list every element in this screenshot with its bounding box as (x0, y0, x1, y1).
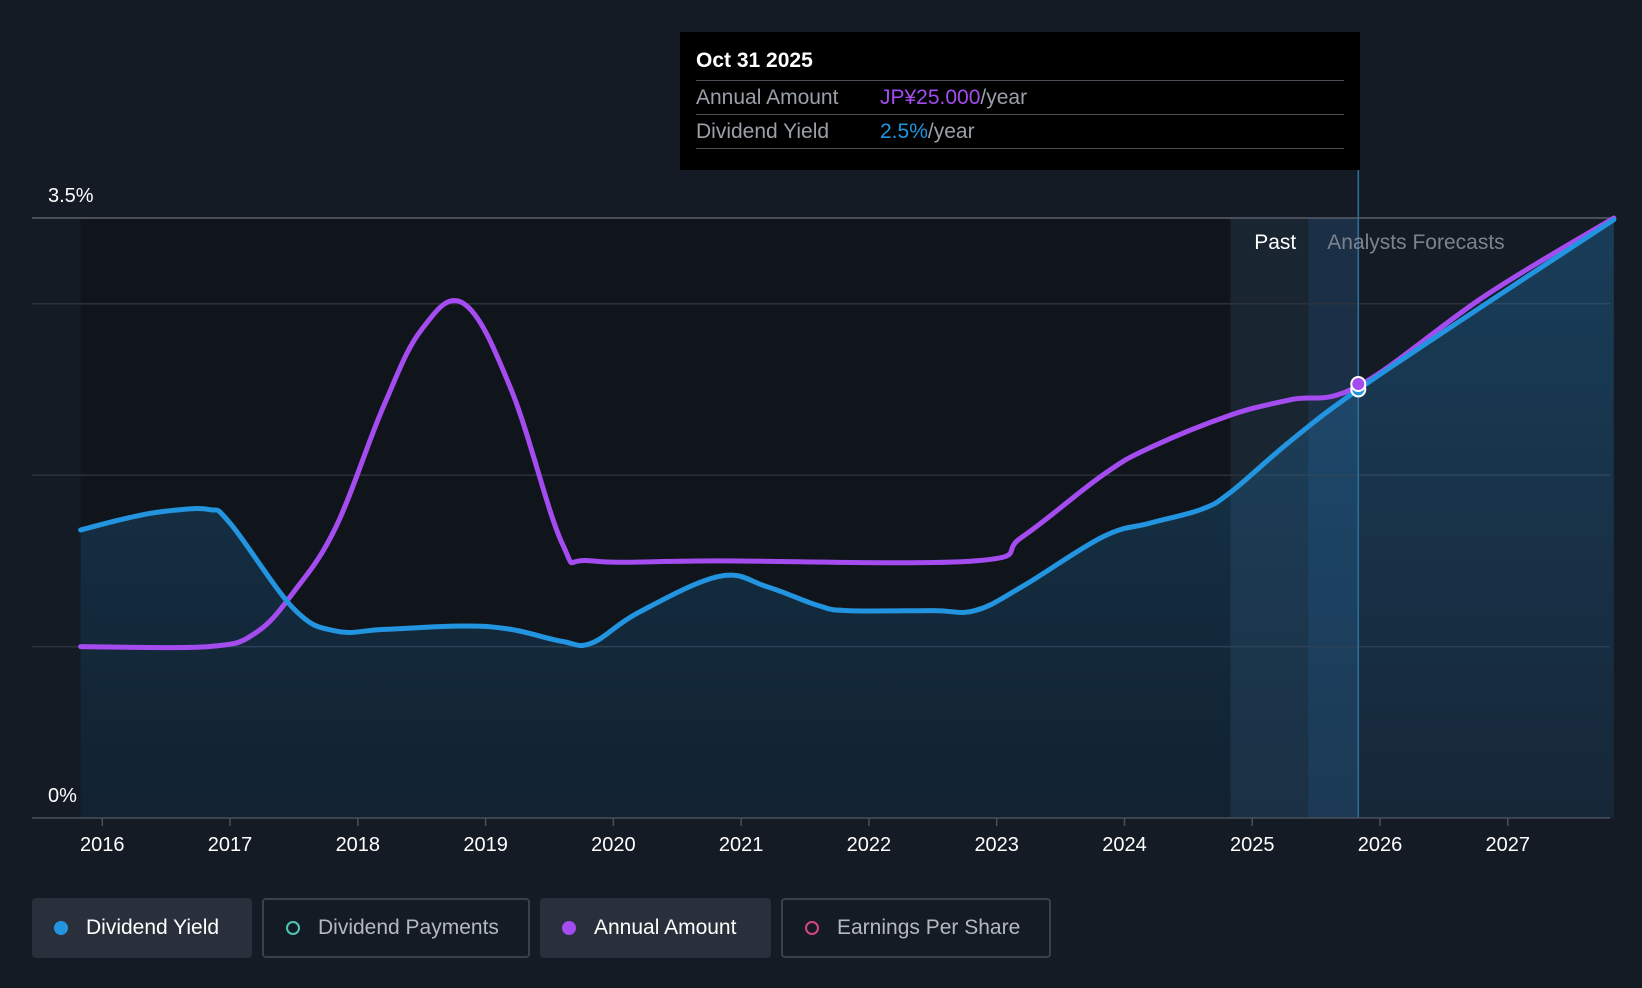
chart-tooltip: Oct 31 2025 Annual Amount JP¥25.000 /yea… (680, 32, 1360, 170)
legend-dividend-payments-label: Dividend Payments (318, 916, 499, 939)
x-tick-label: 2027 (1486, 834, 1531, 856)
legend-dividend-yield[interactable]: Dividend Yield (32, 898, 252, 958)
x-tick-label: 2019 (463, 834, 508, 856)
tooltip-date: Oct 31 2025 (696, 46, 1344, 81)
tooltip-annual-amount-row: Annual Amount JP¥25.000 /year (696, 81, 1344, 115)
tooltip-dividend-yield-label: Dividend Yield (696, 120, 830, 143)
x-tick-label: 2017 (208, 834, 253, 856)
annual-amount-dot-icon (562, 921, 576, 935)
legend-annual-amount-label: Annual Amount (594, 916, 737, 939)
past-region-label: Past (1254, 231, 1296, 254)
tooltip-dividend-yield-value: 2.5% (880, 120, 928, 143)
dividend-yield-area (80, 219, 1614, 818)
dividend-yield-line (78, 217, 1617, 649)
x-tick-label: 2022 (847, 834, 892, 856)
x-tick-label: 2026 (1358, 834, 1403, 856)
forecast-region-label: Analysts Forecasts (1327, 231, 1504, 254)
legend-earnings-per-share-label: Earnings Per Share (837, 916, 1021, 939)
annual-amount-marker[interactable] (1350, 376, 1367, 392)
x-tick-label: 2023 (974, 834, 1019, 856)
annual-amount-line (78, 215, 1617, 651)
legend-earnings-per-share[interactable]: Earnings Per Share (781, 898, 1051, 958)
earnings-per-share-ring-icon (805, 921, 819, 935)
legend-annual-amount[interactable]: Annual Amount (540, 898, 771, 958)
x-tick-label: 2020 (591, 834, 636, 856)
x-tick-label: 2025 (1230, 834, 1275, 856)
y-axis-ticks: 0% 3.5% (48, 185, 94, 807)
tooltip-annual-amount-label: Annual Amount (696, 86, 839, 109)
x-tick-label: 2016 (80, 834, 125, 856)
tooltip-annual-amount-unit: /year (980, 86, 1028, 109)
tooltip-annual-amount-value: JP¥25.000 (880, 86, 981, 109)
dividend-payments-ring-icon (286, 921, 300, 935)
x-tick-label: 2021 (719, 834, 764, 856)
x-tick-label: 2018 (336, 834, 381, 856)
chart-legend: Dividend Yield Dividend Payments Annual … (32, 898, 1051, 958)
legend-dividend-payments[interactable]: Dividend Payments (262, 898, 530, 958)
x-axis-ticks: 2016 2017 2018 2019 2020 2021 2022 2023 2024 2025… (80, 818, 1530, 856)
legend-dividend-yield-label: Dividend Yield (86, 916, 220, 939)
dividend-yield-dot-icon (54, 921, 68, 935)
y-tick-label: 3.5% (48, 185, 94, 207)
tooltip-dividend-yield-row: Dividend Yield 2.5% /year (696, 115, 1344, 149)
y-tick-label: 0% (48, 785, 77, 807)
x-tick-label: 2024 (1102, 834, 1147, 856)
tooltip-dividend-yield-unit: /year (927, 120, 975, 143)
